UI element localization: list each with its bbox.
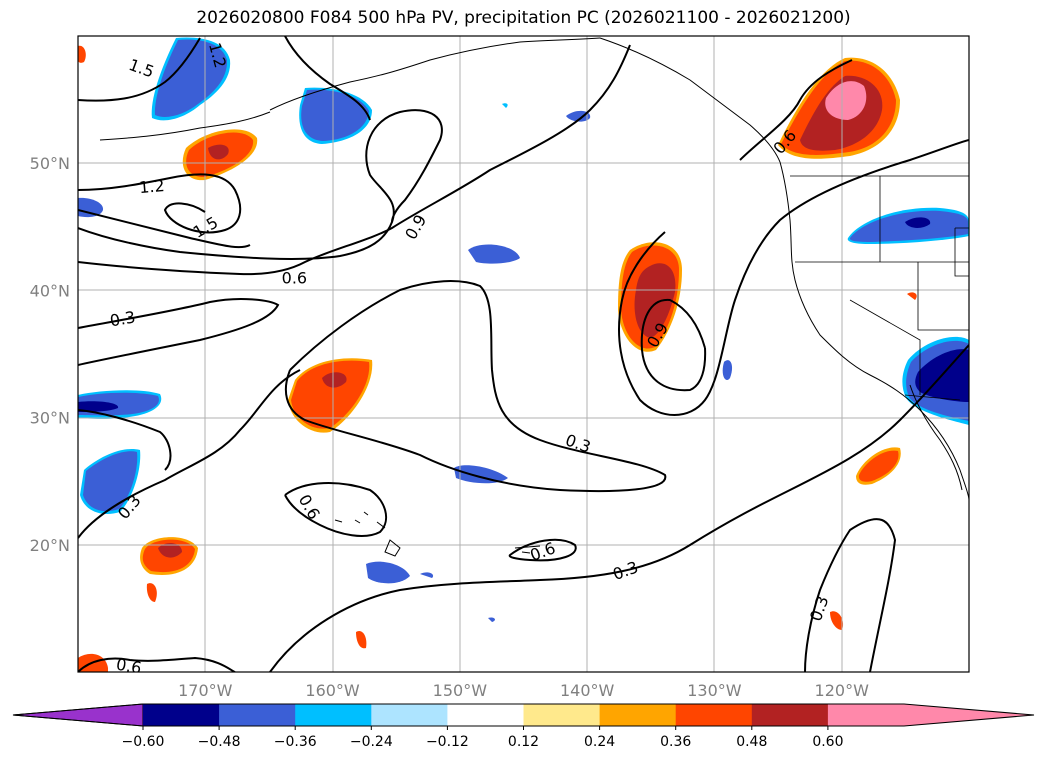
colorbar-tick-label: 0.36 (660, 734, 691, 750)
precip-positive-area (158, 543, 182, 558)
precip-negative-area (420, 572, 434, 578)
latitude-label: 50°N (30, 154, 70, 173)
precip-negative-area (905, 217, 931, 228)
precip-negative-area (366, 561, 410, 584)
precip-positive-area (825, 81, 867, 120)
political-borders (790, 175, 969, 401)
precip-positive-area (322, 372, 347, 388)
precip-positive-area (907, 292, 917, 300)
longitude-label: 130°W (687, 681, 742, 700)
colorbar-tick-label: −0.24 (350, 734, 393, 750)
map-frame (77, 35, 970, 673)
colorbar-tick-label: −0.48 (198, 734, 241, 750)
colorbar-tick-label: −0.12 (426, 734, 469, 750)
colorbar-segment (675, 704, 753, 726)
colorbar-segment (523, 704, 601, 726)
latitude-label: 40°N (30, 281, 70, 300)
contour-label: 1.2 (138, 176, 165, 197)
contour-label: 0.3 (108, 307, 136, 330)
coastlines (99, 37, 969, 557)
precip-positive-area (356, 630, 367, 649)
colorbar-tick-label: 0.48 (736, 734, 767, 750)
longitude-label: 170°W (178, 681, 233, 700)
precip-positive-area (146, 583, 157, 602)
precip-negative-area (154, 39, 228, 117)
precip-negative-area (502, 103, 508, 108)
precip-negative-area (78, 401, 119, 412)
colorbar-tick-label: 0.60 (812, 734, 843, 750)
longitude-label: 140°W (560, 681, 615, 700)
colorbar-tick-label: −0.36 (274, 734, 317, 750)
precip-negative-area (301, 89, 369, 141)
colorbar-segment (143, 704, 220, 726)
colorbar-over-extension (904, 704, 1034, 726)
precip-negative-area (488, 617, 495, 622)
colorbar-tick-label: −0.60 (122, 734, 165, 750)
colorbar-under-extension (12, 703, 144, 727)
precip-negative-area (722, 360, 733, 381)
figure-title: 2026020800 F084 500 hPa PV, precipitatio… (196, 8, 851, 28)
colorbar-segment (219, 704, 296, 726)
latitude-labels: 50°N 40°N 30°N 20°N (30, 154, 70, 555)
longitude-label: 160°W (305, 681, 360, 700)
colorbar-segment (751, 704, 829, 726)
colorbar-segment (295, 704, 372, 726)
precip-negative-area (83, 451, 138, 512)
precip-positive-area (291, 360, 370, 429)
colorbar-segments (12, 703, 1035, 727)
colorbar-segment (599, 704, 677, 726)
latitude-label: 30°N (30, 409, 70, 428)
longitude-label: 120°W (815, 681, 870, 700)
colorbar-tick-label: 0.12 (508, 734, 539, 750)
precip-negative-area (849, 210, 968, 242)
precip-positive-area (78, 45, 86, 63)
precip-positive-area (830, 611, 844, 630)
colorbar-tick-label: 0.24 (584, 734, 615, 750)
pv-contours (78, 36, 969, 672)
precip-negative-area (454, 465, 508, 484)
precip-positive-area (858, 450, 899, 482)
precip-positive-area (208, 144, 229, 160)
colorbar-segment (371, 704, 448, 726)
latitude-label: 20°N (30, 536, 70, 555)
contour-label: 0.6 (282, 269, 307, 288)
longitude-label: 150°W (433, 681, 488, 700)
map-content: 1.5 1.21.21.5 0.90.60.30.60.90.30.60.30.60… (78, 36, 969, 678)
colorbar-segment (447, 704, 524, 726)
graticule (78, 36, 969, 672)
longitude-labels: 170°W 160°W 150°W 140°W 130°W 120°W (178, 681, 869, 700)
contour-label: 0.6 (115, 655, 143, 678)
colorbar-segment (827, 704, 905, 726)
precip-negative-area (566, 110, 591, 122)
precip-shading (78, 37, 969, 672)
precip-negative-area (468, 244, 520, 264)
colorbar-ticks: −0.60 −0.48 −0.36 −0.24 −0.12 0.12 0.24 0.36 0.4… (122, 726, 843, 750)
